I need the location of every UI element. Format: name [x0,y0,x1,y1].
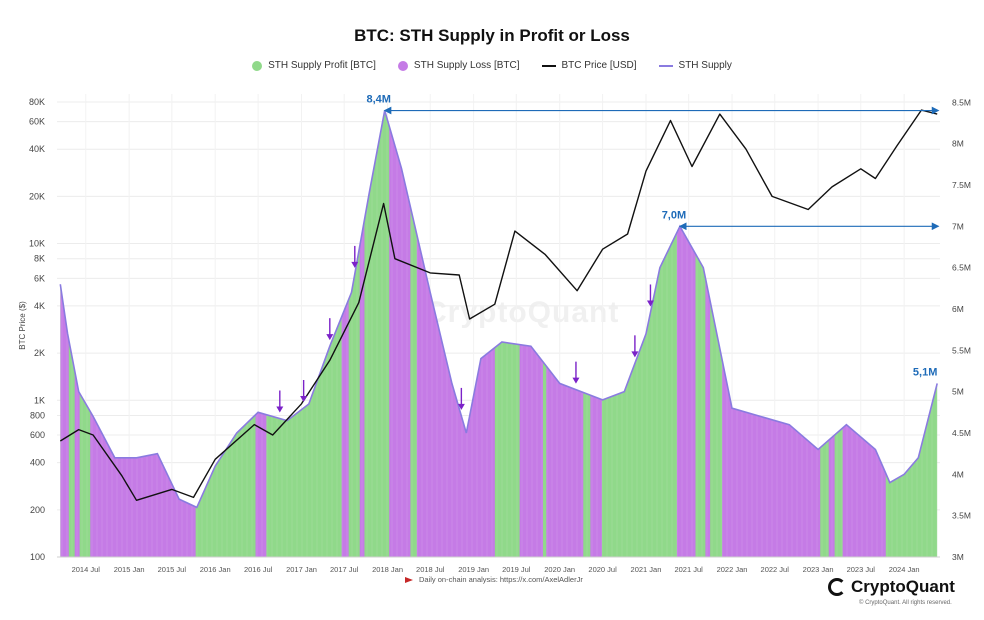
x-tick-label: 2016 Jan [200,565,231,574]
brand-logo: CryptoQuant [828,577,955,597]
loss-band [389,110,411,557]
loss-band [519,110,543,557]
x-tick-label: 2022 Jul [761,565,790,574]
y-right-tick-label: 6.5M [952,263,971,273]
y-left-tick-label: 8K [34,254,45,264]
x-tick-label: 2023 Jul [847,565,876,574]
legend-item-profit[interactable]: STH Supply Profit [BTC] [252,60,376,71]
y-left-tick-label: 2K [34,348,45,358]
y-left-tick-label: 100 [30,552,45,562]
y-right-tick-label: 5M [952,387,964,397]
down-arrow-head-icon [276,406,284,413]
legend-swatch-price [541,64,556,67]
y-left-tick-label: 60K [29,117,45,127]
x-tick-label: 2015 Jan [114,565,145,574]
x-tick-label: 2023 Jan [803,565,834,574]
down-arrow-head-icon [457,403,465,410]
legend-label-loss: STH Supply Loss [BTC] [413,60,520,71]
y-left-tick-label: 1K [34,395,45,405]
y-right-tick-label: 8M [952,139,964,149]
loss-band [90,110,196,557]
sth-supply-area [60,110,938,557]
y-left-axis-title: BTC Price ($) [18,301,27,350]
down-arrow-head-icon [631,351,639,358]
down-arrow-head-icon [646,300,654,307]
watermark: CryptoQuant [425,296,620,329]
footnote[interactable]: Daily on-chain analysis: https://x.com/A… [405,575,583,584]
x-tick-label: 2019 Jan [458,565,489,574]
y-left-tick-label: 4K [34,301,45,311]
footnote-text: Daily on-chain analysis: https://x.com/A… [419,575,583,584]
y-left-tick-label: 6K [34,273,45,283]
loss-band [416,110,495,557]
x-tick-label: 2014 Jul [72,565,101,574]
y-left-tick-label: 10K [29,239,45,249]
legend-item-loss[interactable]: STH Supply Loss [BTC] [397,60,520,71]
x-tick-label: 2017 Jul [330,565,359,574]
loss-band [705,110,711,557]
down-arrow-head-icon [351,261,359,268]
down-arrow-head-icon [326,334,334,341]
y-right-tick-label: 3.5M [952,511,971,521]
y-right-tick-label: 8.5M [952,97,971,107]
chart-title: BTC: STH Supply in Profit or Loss [354,26,630,45]
y-left-tick-label: 20K [29,191,45,201]
y-right-tick-label: 5.5M [952,345,971,355]
x-tick-label: 2017 Jan [286,565,317,574]
y-right-tick-label: 6M [952,304,964,314]
x-tick-label: 2020 Jul [588,565,617,574]
loss-band [359,110,365,557]
legend-label-profit: STH Supply Profit [BTC] [268,60,376,71]
y-right-tick-label: 7M [952,221,964,231]
x-tick-label: 2021 Jul [674,565,703,574]
annotation-label: 7,0M [662,209,686,221]
down-arrow-head-icon [572,377,580,384]
y-left-tick-label: 40K [29,144,45,154]
y-left-tick-label: 80K [29,97,45,107]
legend-swatch-profit [252,60,263,71]
loss-band [842,110,886,557]
x-tick-label: 2018 Jul [416,565,445,574]
x-tick-label: 2016 Jul [244,565,273,574]
x-tick-label: 2019 Jul [502,565,531,574]
flag-icon [405,577,413,584]
annotation-label: 8,4M [367,94,391,106]
y-right-tick-label: 7.5M [952,180,971,190]
x-tick-label: 2020 Jan [544,565,575,574]
y-left-tick-label: 800 [30,410,45,420]
down-arrow-head-icon [300,395,308,402]
y-right-tick-label: 3M [952,552,964,562]
brand-name: CryptoQuant [851,577,955,596]
x-tick-label: 2024 Jan [889,565,920,574]
legend-swatch-sth-supply [658,64,673,67]
x-tick-label: 2015 Jul [158,565,187,574]
chart-legend: STH Supply Profit [BTC] STH Supply Loss … [0,60,984,71]
btc-price-line [59,109,938,501]
legend-label-sth-supply: STH Supply [678,60,732,71]
y-right-tick-label: 4M [952,469,964,479]
copyright: © CryptoQuant. All rights reserved. [859,600,952,606]
loss-band [60,110,69,557]
x-tick-label: 2021 Jan [631,565,662,574]
y-right-tick-label: 4.5M [952,428,971,438]
cryptoquant-logo-icon [828,578,846,596]
legend-label-price: BTC Price [USD] [561,60,637,71]
sth-supply-line [59,110,938,509]
x-tick-label: 2022 Jan [717,565,748,574]
loss-band [341,110,349,557]
y-left-tick-label: 400 [30,458,45,468]
legend-item-sth-supply[interactable]: STH Supply [658,60,732,71]
x-tick-label: 2018 Jan [372,565,403,574]
y-left-tick-label: 600 [30,430,45,440]
annotation-label: 5,1M [913,366,937,378]
legend-item-price[interactable]: BTC Price [USD] [541,60,637,71]
legend-swatch-loss [397,60,408,71]
loss-band [676,110,696,557]
y-left-tick-label: 200 [30,505,45,515]
